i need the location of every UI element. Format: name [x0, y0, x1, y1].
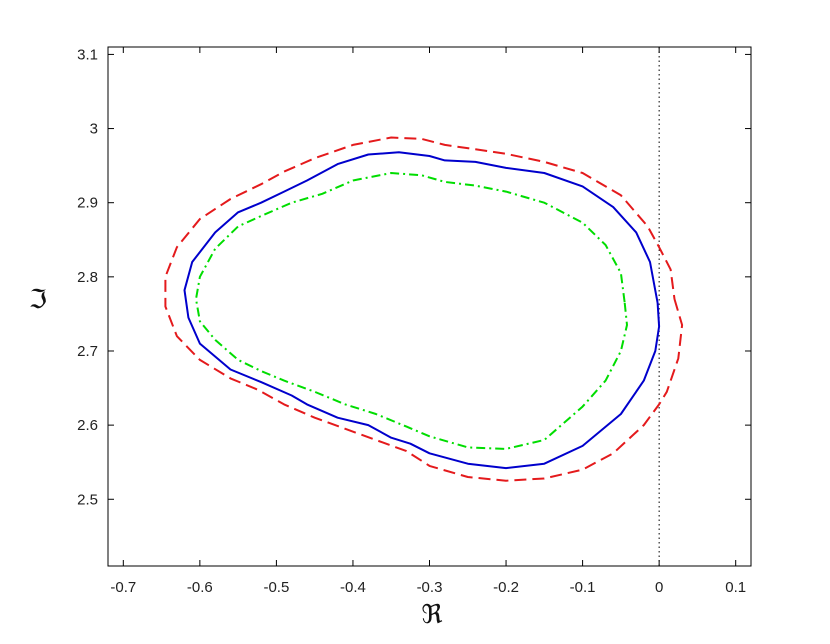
y-axis-label: ℑ [29, 285, 47, 315]
x-tick-label: -0.5 [263, 579, 289, 596]
series-line-2 [183, 151, 661, 470]
y-tick-label: 2.5 [77, 491, 98, 508]
series-line-1 [164, 136, 684, 482]
x-tick-label: -0.1 [570, 579, 596, 596]
y-tick-label: 3.1 [77, 46, 98, 63]
x-tick-label: -0.6 [187, 579, 213, 596]
x-axis-label: ℜ [421, 600, 442, 630]
x-tick-label: -0.7 [110, 579, 136, 596]
x-tick-label: -0.2 [493, 579, 519, 596]
y-axis-ticks: 2.5 2.6 2.7 2.8 2.9 3 3.1 [77, 46, 751, 508]
x-tick-label: -0.4 [340, 579, 366, 596]
y-tick-label: 2.7 [77, 343, 98, 360]
y-tick-label: 2.9 [77, 195, 98, 212]
y-tick-label: 2.6 [77, 417, 98, 434]
y-tick-label: 2.8 [77, 269, 98, 286]
x-axis-ticks: -0.7 -0.6 -0.5 -0.4 -0.3 -0.2 -0.1 0 0.1 [110, 47, 746, 596]
plot-frame [107, 46, 752, 567]
x-tick-label: 0 [655, 579, 663, 596]
x-tick-label: 0.1 [725, 579, 746, 596]
x-tick-label: -0.3 [417, 579, 443, 596]
series-line-3 [195, 172, 628, 450]
series-layer [164, 136, 684, 482]
y-tick-label: 3 [90, 121, 98, 138]
